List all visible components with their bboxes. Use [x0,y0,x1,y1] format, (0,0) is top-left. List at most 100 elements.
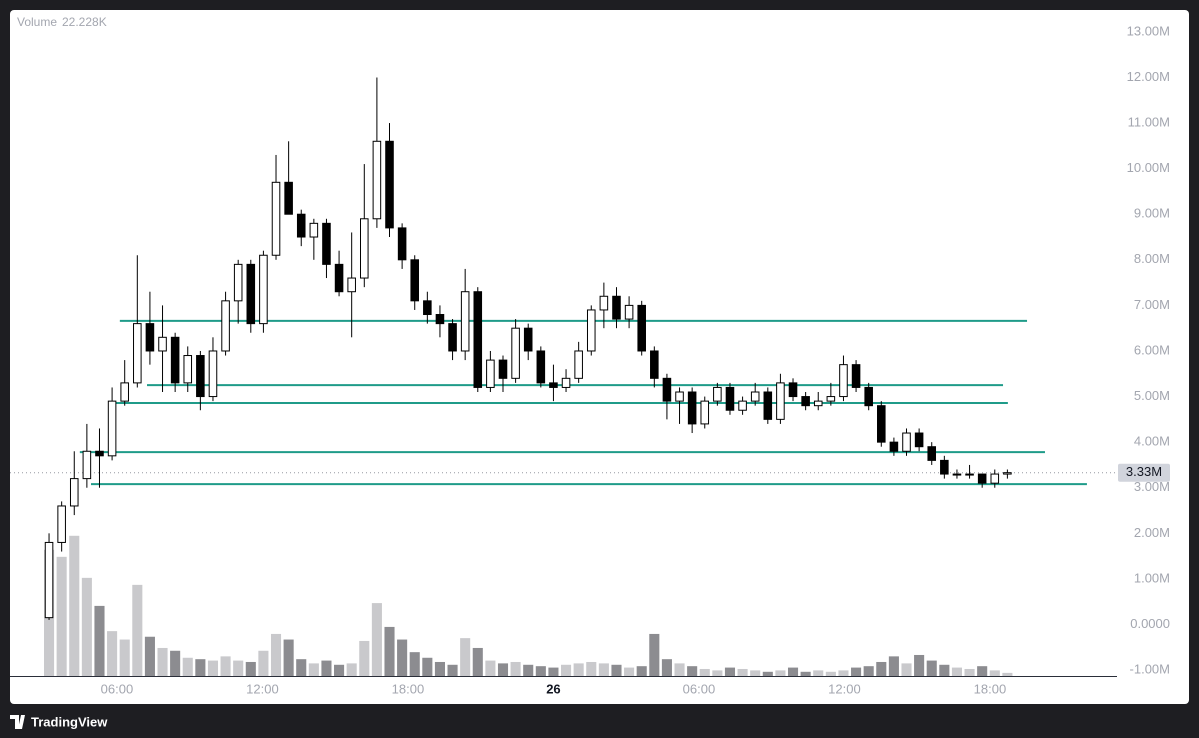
candle-body [296,213,306,238]
x-tick-label: 06:00 [101,681,134,696]
candle-body [977,473,987,484]
candle-body [788,382,798,398]
candle-body [801,396,810,407]
candle-body [952,473,962,476]
volume-bar [989,670,1000,676]
volume-bar [497,663,509,676]
candle-body [750,391,760,402]
x-tick-label: 18:00 [392,681,425,696]
candle-body [259,254,268,325]
volume-bar [371,603,382,676]
candle-body [473,291,483,388]
candle-body [725,386,735,411]
volume-bar [296,659,307,676]
volume-bar [750,670,761,676]
volume-bar [888,656,899,676]
candle-body [347,277,356,293]
volume-bar [914,654,925,676]
brand-logo [10,715,25,729]
y-tick-label: 6.00M [1134,342,1170,357]
candle-body [624,304,634,320]
candle-body [82,450,92,480]
volume-bar [661,659,672,676]
x-tick-label: 18:00 [974,681,1007,696]
volume-bar [258,650,269,676]
candle-body [309,222,319,238]
volume-bar [573,663,584,676]
candle-body [145,323,155,352]
volume-bar [182,657,193,676]
volume-bar [787,667,799,676]
volume-bar [270,633,282,676]
volume-bar [334,664,345,676]
volume-bar [813,670,824,676]
volume-bar [233,660,244,676]
candle-body [813,400,823,407]
candle-body [599,295,609,311]
candle-body [196,355,205,398]
candle-body [170,336,180,384]
volume-bar [94,605,105,676]
volume-bar [195,659,206,676]
y-tick-label: 2.00M [1134,525,1170,540]
volume-bar [876,661,887,676]
volume-bar [207,660,219,676]
candle-body [713,386,722,402]
candle-body [536,350,546,384]
candle-body [360,218,369,279]
volume-bar [762,671,773,676]
candle-body [851,364,861,388]
y-tick-label: 5.00M [1134,388,1170,403]
x-tick-label: 12:00 [828,681,861,696]
candle-body [738,400,747,411]
candle-body [372,140,382,220]
candle-body [612,295,621,320]
volume-bar [308,663,319,676]
volume-bar [586,661,597,676]
volume-bar [321,660,332,676]
volume-bar [561,664,572,676]
candle-body [410,259,420,302]
candle-body [423,300,432,316]
candle-body [877,405,886,443]
volume-bar [977,666,988,676]
y-tick-label: 7.00M [1134,297,1170,312]
volume-bar [964,668,975,676]
y-tick-label: 1.00M [1134,570,1170,585]
candle-body [498,359,508,379]
candle-body [574,350,583,379]
volume-bar [548,667,559,676]
candle-body [95,450,104,457]
candle-body [57,505,66,543]
volume-bar [485,660,496,676]
volume-bar [624,667,635,676]
volume-bar [951,667,962,676]
y-tick-label: 0.0000 [1130,616,1170,631]
volume-bar [800,671,811,676]
volume-bar [901,663,912,676]
volume-bar [384,626,395,676]
candle-body [221,300,230,352]
candle-body [675,391,684,402]
candle-body [271,181,281,256]
x-tick-label: 12:00 [246,681,279,696]
volume-bar [611,664,622,676]
candle-body [990,473,1000,484]
candle-body [183,355,193,384]
y-tick-label: 4.00M [1134,434,1170,449]
candle-body [561,377,571,388]
volume-bar [863,666,874,676]
chart-panel [10,10,1189,704]
candle-body [233,263,243,302]
y-tick-label: 8.00M [1134,251,1170,266]
candle-body [902,432,911,452]
candle-body [246,263,256,325]
volume-bar [825,671,836,676]
candle-body [284,181,293,215]
candle-body [914,432,924,448]
candle-body [549,382,558,388]
candle-body [889,441,899,452]
candle-body [839,364,848,398]
